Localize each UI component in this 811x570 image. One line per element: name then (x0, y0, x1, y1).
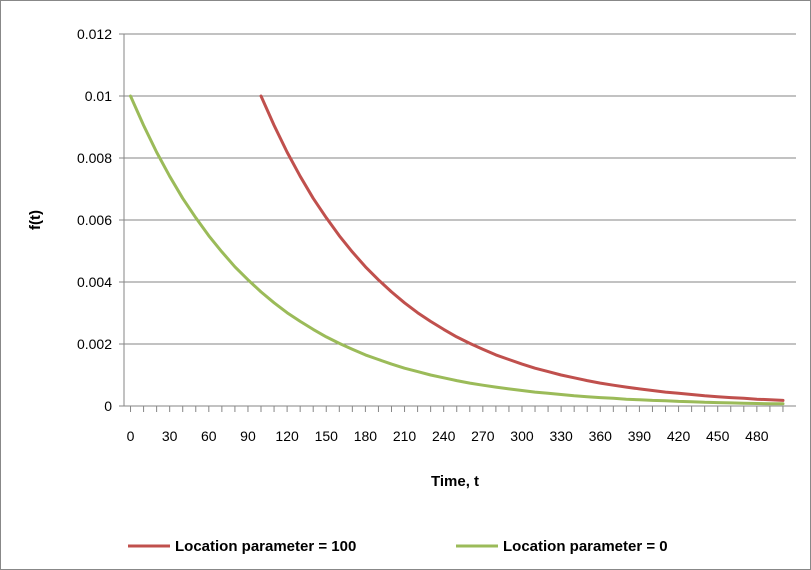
x-axis-title: Time, t (431, 473, 479, 490)
x-tick-label: 150 (315, 428, 339, 444)
x-tick-label: 240 (432, 428, 456, 444)
x-tick-label: 60 (201, 428, 217, 444)
y-tick-label: 0.012 (77, 26, 112, 42)
x-tick-label: 420 (667, 428, 691, 444)
x-tick-label: 300 (510, 428, 534, 444)
x-tick-label: 0 (127, 428, 135, 444)
x-tick-label: 450 (706, 428, 730, 444)
y-tick-label: 0.006 (77, 212, 112, 228)
gridlines (124, 33, 796, 345)
x-tick-label: 330 (549, 428, 573, 444)
y-tick-label: 0.01 (85, 88, 112, 104)
x-tick-label: 120 (275, 428, 299, 444)
y-tick-label: 0.004 (77, 274, 112, 290)
x-tick-label: 270 (471, 428, 495, 444)
x-tick-label: 390 (628, 428, 652, 444)
x-tick-label: 180 (354, 428, 378, 444)
series-line-location-100 (259, 94, 785, 402)
x-tick-label: 360 (589, 428, 613, 444)
x-tick-label: 30 (162, 428, 178, 444)
x-tick-label: 210 (393, 428, 417, 444)
x-axis: 0 30 60 90 120 150 180 210 240 270 300 330 360 390 420… (124, 405, 796, 444)
y-axis-title: f(t) (27, 210, 44, 230)
x-tick-label: 90 (240, 428, 256, 444)
series-layer (129, 94, 785, 406)
y-tick-label: 0 (104, 398, 112, 414)
legend: Location parameter = 100 Location parame… (128, 538, 668, 555)
legend-label-location-0: Location parameter = 0 (503, 538, 668, 555)
series-line-location-0 (129, 94, 785, 406)
legend-label-location-100: Location parameter = 100 (175, 538, 356, 555)
x-tick-label: 480 (745, 428, 769, 444)
y-axis: 0 0.002 0.004 0.006 0.008 0.01 0.012 (77, 26, 125, 414)
y-tick-label: 0.002 (77, 336, 112, 352)
y-tick-label: 0.008 (77, 150, 112, 166)
